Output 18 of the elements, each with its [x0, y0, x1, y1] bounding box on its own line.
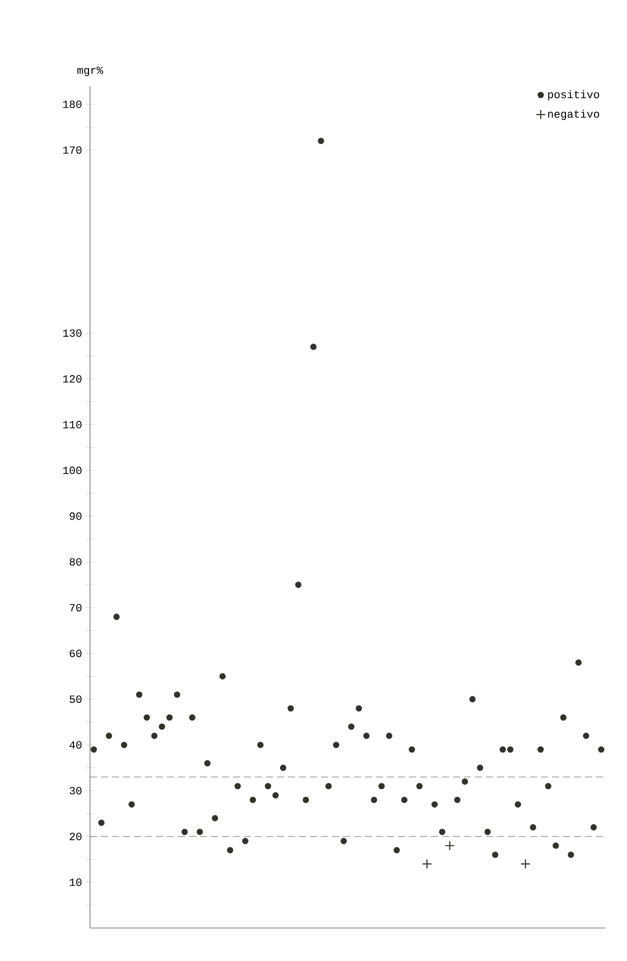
y-tick-label: 30	[70, 787, 82, 794]
y-tick-label: 50	[70, 695, 82, 703]
y-axis-title: mgr%	[77, 66, 104, 76]
y-tick-label: 20	[70, 832, 82, 840]
y-tick-label: 110	[63, 420, 82, 428]
y-tick-label: 10	[70, 878, 82, 886]
legend-label: positivo	[548, 90, 600, 100]
y-tick-label: 120	[63, 375, 82, 383]
legend-label: negativo	[548, 110, 600, 120]
y-tick-label: 90	[70, 512, 82, 520]
y-tick-label: 70	[70, 604, 82, 612]
y-tick-label: 170	[63, 146, 82, 154]
y-tick-label: 100	[63, 466, 82, 474]
y-tick-label: 40	[70, 741, 82, 749]
y-tick-label: 130	[63, 329, 82, 337]
y-tick-label: 180	[63, 100, 82, 108]
y-tick-label: 60	[70, 650, 82, 658]
y-tick-label: 80	[70, 558, 82, 566]
